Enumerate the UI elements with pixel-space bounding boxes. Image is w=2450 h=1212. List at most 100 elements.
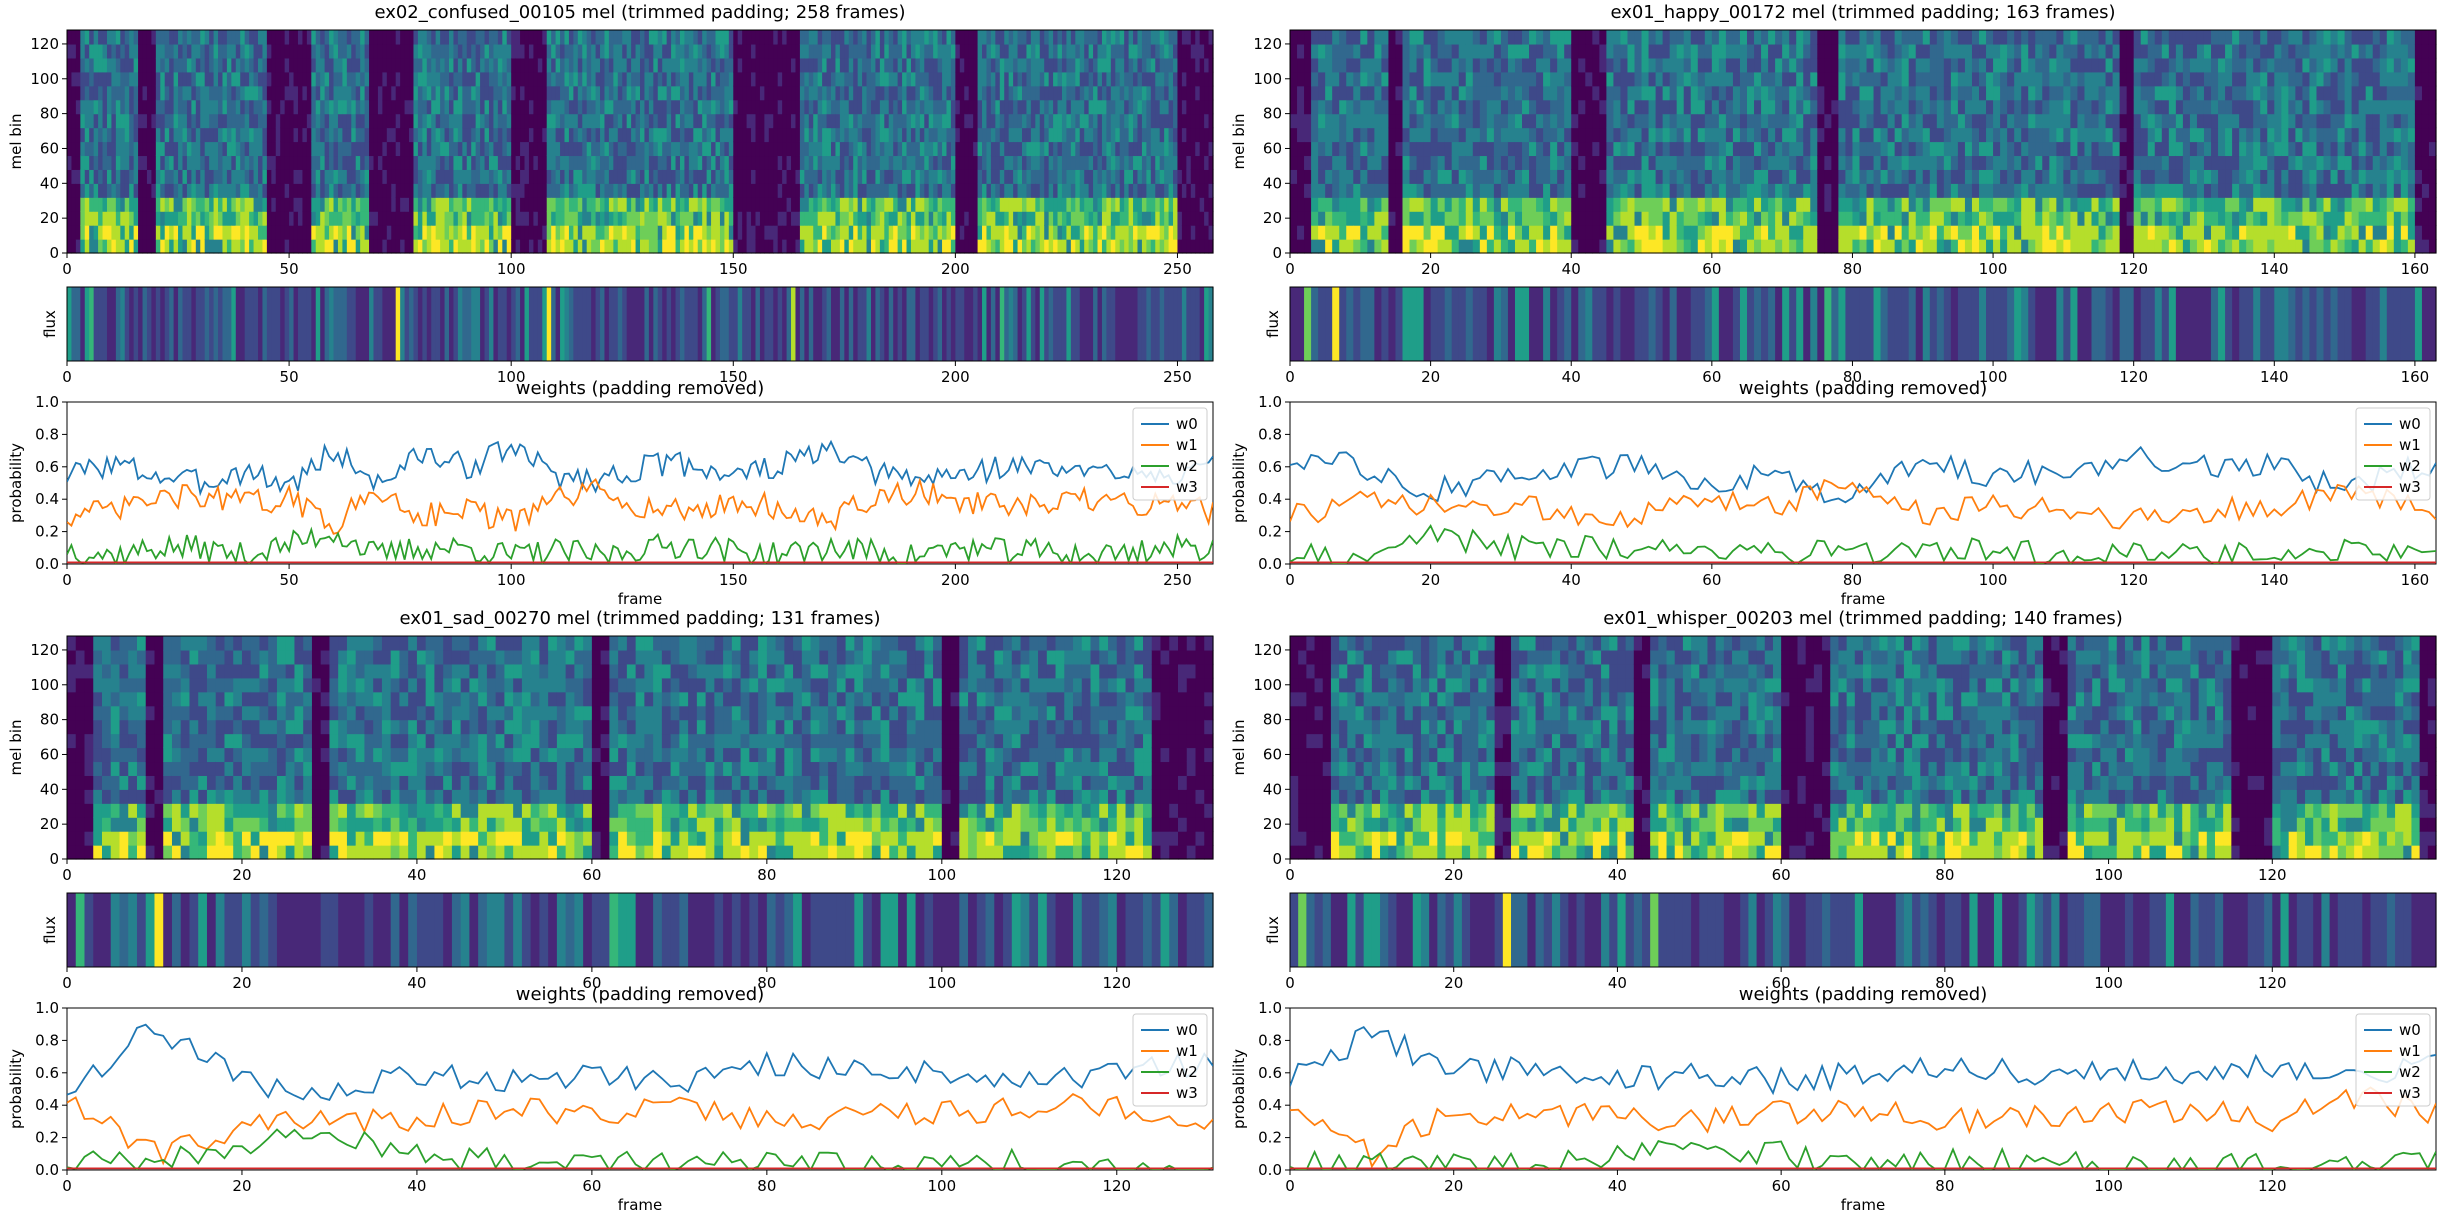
flux-frame [66,286,1214,362]
mel-cell [635,211,641,226]
mel-cell [497,43,503,59]
mel-cell [799,197,805,212]
mel-cell [1311,71,1319,87]
mel-cell [1360,225,1368,240]
mel-cell [80,57,86,73]
mel-cell [626,183,632,198]
mel-cell [919,211,925,226]
mel-cell [1437,141,1446,157]
mel-cell [315,155,321,170]
mel-cell [351,169,357,184]
mel-cell [195,239,201,254]
mel-cell [777,169,783,184]
mel-cell [164,30,170,45]
mel-cell [924,127,930,143]
mel-cell [728,155,734,170]
mel-cell [742,225,748,240]
mel-cell [115,225,121,240]
mel-cell [715,169,721,184]
mel-ytick-label: 60 [40,139,59,157]
mel-cell [915,57,921,73]
mel-cell [440,169,446,184]
mel-cell [1451,113,1460,129]
mel-cell [875,127,881,143]
mel-cell [995,141,1001,157]
mel-cell [808,169,814,184]
mel-cell [884,127,890,143]
mel-cell [1048,85,1054,101]
mel-cell [1004,30,1010,45]
mel-cell [1458,43,1467,59]
mel-cell [297,99,304,115]
mel-cell [884,99,890,115]
mel-cell [480,225,486,240]
mel-cell [129,225,135,240]
mel-cell [75,85,81,101]
mel-cell [75,57,81,73]
mel-cell [1097,141,1103,157]
mel-cell [675,30,681,45]
mel-cell [848,169,854,184]
mel-cell [311,197,317,212]
mel-cell [635,71,641,87]
mel-cell [182,30,188,45]
mel-cell [577,99,583,115]
mel-cell [617,85,623,101]
mel-cell [1150,211,1156,226]
mel-cell [142,183,148,198]
mel-cell [453,99,459,115]
mel-cell [688,197,694,212]
mel-cell [1423,30,1432,45]
mel-cell [226,225,232,240]
mel-cell [480,57,486,73]
mel-cell [1367,30,1375,45]
mel-cell [1472,99,1481,115]
mel-cell [520,141,526,157]
mel-cell [1190,197,1196,212]
mel-cell [155,85,161,101]
mel-cell [595,99,601,115]
mel-cell [1115,57,1121,73]
mel-cell [893,57,899,73]
mel-cell [1119,197,1125,212]
mel-cell [1044,85,1050,101]
flux-cell [848,287,854,361]
mel-cell [568,211,574,226]
mel-cell [1486,211,1495,226]
mel-cell [1133,183,1139,198]
mel-cell [608,225,614,240]
mel-cell [786,155,792,170]
mel-cell [520,239,526,254]
mel-cell [222,197,228,212]
mel-cell [1395,127,1404,143]
mel-cell [293,113,299,129]
mel-cell [329,30,335,45]
mel-cell [226,113,232,129]
mel-cell [928,57,934,73]
mel-cell [724,183,730,198]
mel-cell [231,85,237,101]
mel-cell [1177,57,1183,73]
mel-cell [1444,155,1453,170]
mel-cell [950,155,956,170]
mel-cell [484,155,490,170]
mel-cell [275,197,281,212]
mel-cell [990,169,996,184]
mel-cell [1013,197,1019,212]
mel-cell [915,127,921,143]
mel-cell [737,57,743,73]
mel-cell [653,169,659,184]
flux-cell [146,287,152,361]
mel-cell [608,127,614,143]
mel-cell [937,169,943,184]
mel-cell [671,183,677,198]
flux-cell [662,287,668,361]
mel-cell [666,113,672,129]
mel-cell [964,211,970,226]
mel-cell [80,85,86,101]
mel-cell [604,239,610,254]
mel-cell [1325,197,1333,212]
mel-cell [782,225,788,240]
mel-cell [719,85,725,101]
mel-cell [204,30,210,45]
